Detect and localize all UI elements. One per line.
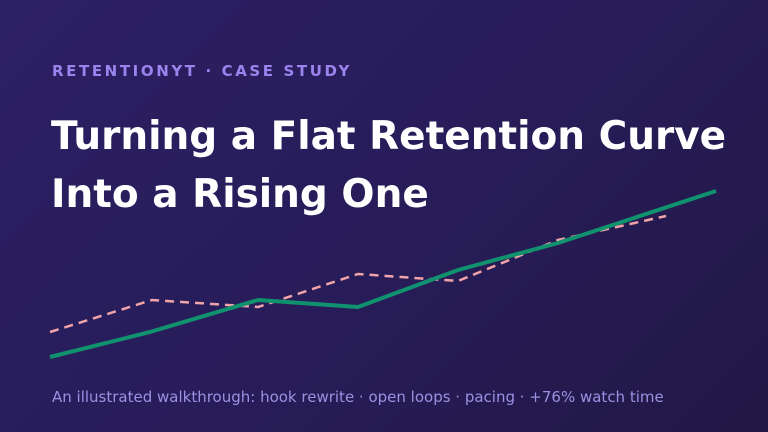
before-curve <box>49 214 667 334</box>
title-line: Into a Rising One <box>51 172 429 217</box>
title: Turning a Flat Retention Curve Into a Ri… <box>51 108 726 224</box>
eyebrow: RETENTIONYT · CASE STUDY <box>52 62 352 80</box>
title-line: Turning a Flat Retention Curve <box>51 114 727 159</box>
subtitle: An illustrated walkthrough: hook rewrite… <box>52 388 664 406</box>
after-curve <box>49 189 717 359</box>
